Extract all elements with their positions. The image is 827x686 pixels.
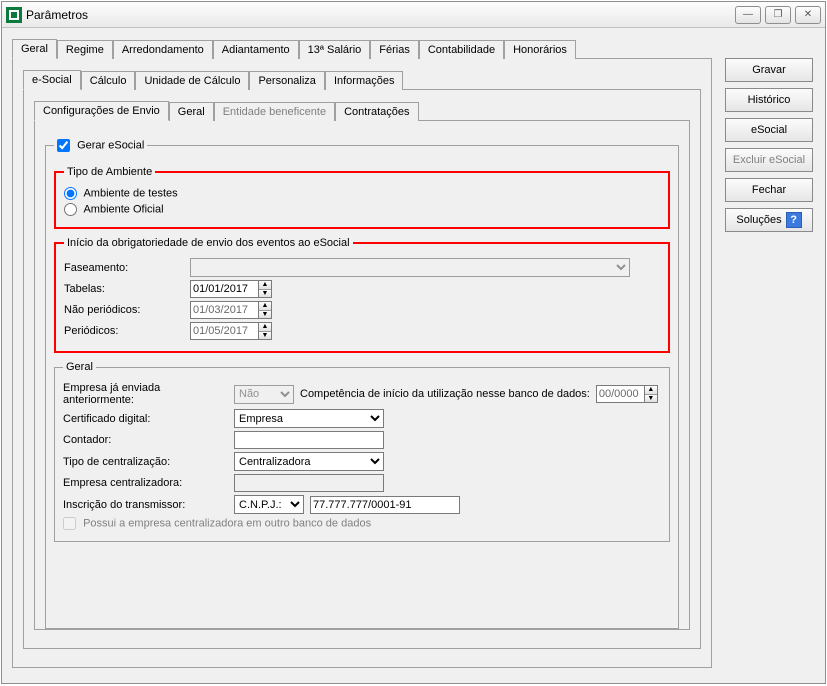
tabs-inner: Configurações de Envio Geral Entidade be… xyxy=(34,100,690,120)
label-emp-cent: Empresa centralizadora: xyxy=(63,477,228,489)
checkbox-possui-cent-label: Possui a empresa centralizadora em outro… xyxy=(63,517,371,530)
tab-honorarios[interactable]: Honorários xyxy=(504,40,576,59)
label-competencia: Competência de início da utilização ness… xyxy=(300,388,590,400)
help-icon: ? xyxy=(786,212,802,228)
label-faseamento: Faseamento: xyxy=(64,262,184,274)
input-tabelas[interactable] xyxy=(190,280,258,298)
label-contador: Contador: xyxy=(63,434,228,446)
input-emp-cent xyxy=(234,474,384,492)
input-nao-periodicos[interactable] xyxy=(190,301,258,319)
spin-up-icon[interactable]: ▲ xyxy=(259,323,271,332)
label-nao-periodicos: Não periódicos: xyxy=(64,304,184,316)
legend-gerar-esocial-text: Gerar eSocial xyxy=(77,139,144,151)
fieldset-ambiente: Tipo de Ambiente Ambiente de testes xyxy=(54,166,670,229)
input-contador[interactable] xyxy=(234,431,384,449)
historico-button[interactable]: Histórico xyxy=(725,88,813,112)
legend-gerar-esocial: Gerar eSocial xyxy=(54,139,147,152)
window-title: Parâmetros xyxy=(26,8,735,22)
input-periodicos[interactable] xyxy=(190,322,258,340)
tab-arredondamento[interactable]: Arredondamento xyxy=(113,40,213,59)
tabs-main: Geral Regime Arredondamento Adiantamento… xyxy=(12,38,712,58)
spin-nao-periodicos[interactable]: ▲▼ xyxy=(190,301,272,319)
tab-adiantamento[interactable]: Adiantamento xyxy=(213,40,299,59)
solucoes-label: Soluções xyxy=(736,214,781,226)
spin-up-icon[interactable]: ▲ xyxy=(259,302,271,311)
tab-entidade-benef: Entidade beneficente xyxy=(214,102,335,121)
minimize-button[interactable]: — xyxy=(735,6,761,24)
fieldset-obrigatoriedade: Início da obrigatoriedade de envio dos e… xyxy=(54,237,670,353)
spin-periodicos[interactable]: ▲▼ xyxy=(190,322,272,340)
checkbox-possui-cent xyxy=(63,517,76,530)
tab-regime[interactable]: Regime xyxy=(57,40,113,59)
fieldset-geral-inner: Geral Empresa já enviada anteriormente: … xyxy=(54,361,670,542)
tab-informacoes[interactable]: Informações xyxy=(325,71,404,90)
spin-down-icon[interactable]: ▼ xyxy=(259,332,271,340)
gravar-button[interactable]: Gravar xyxy=(725,58,813,82)
tabpanel-main: e-Social Cálculo Unidade de Cálculo Pers… xyxy=(12,58,712,668)
tab-calculo[interactable]: Cálculo xyxy=(81,71,136,90)
tabpanel-inner: Gerar eSocial Tipo de Ambiente Ambiente … xyxy=(34,120,690,630)
select-empresa-enviada: Não xyxy=(234,385,294,404)
tab-inner-geral[interactable]: Geral xyxy=(169,102,214,121)
spin-competencia[interactable]: ▲▼ xyxy=(596,385,658,403)
spin-tabelas[interactable]: ▲▼ xyxy=(190,280,272,298)
tab-esocial[interactable]: e-Social xyxy=(23,70,81,90)
label-tabelas: Tabelas: xyxy=(64,283,184,295)
client-area: Gravar Histórico eSocial Excluir eSocial… xyxy=(2,28,825,683)
app-window: Parâmetros — ❐ ✕ Gravar Histórico eSocia… xyxy=(1,1,826,684)
input-inscricao-valor[interactable] xyxy=(310,496,460,514)
fechar-button[interactable]: Fechar xyxy=(725,178,813,202)
tab-personaliza[interactable]: Personaliza xyxy=(249,71,324,90)
app-icon xyxy=(6,7,22,23)
titlebar: Parâmetros — ❐ ✕ xyxy=(2,2,825,28)
label-cert-digital: Certificado digital: xyxy=(63,413,228,425)
spin-up-icon[interactable]: ▲ xyxy=(259,281,271,290)
action-buttons: Gravar Histórico eSocial Excluir eSocial… xyxy=(725,58,813,232)
esocial-button[interactable]: eSocial xyxy=(725,118,813,142)
tab-ferias[interactable]: Férias xyxy=(370,40,419,59)
select-cert-digital[interactable]: Empresa xyxy=(234,409,384,428)
radio-ambiente-oficial[interactable] xyxy=(64,203,77,216)
tabs-sub: e-Social Cálculo Unidade de Cálculo Pers… xyxy=(23,69,701,89)
tab-config-envio[interactable]: Configurações de Envio xyxy=(34,101,169,121)
tabpanel-sub: Configurações de Envio Geral Entidade be… xyxy=(23,89,701,649)
tab-geral[interactable]: Geral xyxy=(12,39,57,59)
label-periodicos: Periódicos: xyxy=(64,325,184,337)
legend-ambiente: Tipo de Ambiente xyxy=(64,166,155,178)
radio-ambiente-testes-label[interactable]: Ambiente de testes xyxy=(64,187,178,200)
checkbox-gerar-esocial[interactable] xyxy=(57,139,70,152)
label-empresa-enviada: Empresa já enviada anteriormente: xyxy=(63,382,228,406)
spin-down-icon[interactable]: ▼ xyxy=(259,290,271,298)
spin-up-icon[interactable]: ▲ xyxy=(645,386,657,395)
excluir-esocial-button: Excluir eSocial xyxy=(725,148,813,172)
select-tipo-cent[interactable]: Centralizadora xyxy=(234,452,384,471)
close-button[interactable]: ✕ xyxy=(795,6,821,24)
input-competencia[interactable] xyxy=(596,385,644,403)
legend-geral-inner: Geral xyxy=(63,361,96,373)
tab-13salario[interactable]: 13ª Salário xyxy=(299,40,371,59)
tab-unidade[interactable]: Unidade de Cálculo xyxy=(135,71,249,90)
solucoes-button[interactable]: Soluções ? xyxy=(725,208,813,232)
radio-ambiente-oficial-label[interactable]: Ambiente Oficial xyxy=(64,203,164,216)
select-inscricao-tipo[interactable]: C.N.P.J.: xyxy=(234,495,304,514)
spin-down-icon[interactable]: ▼ xyxy=(259,311,271,319)
select-faseamento xyxy=(190,258,630,277)
spin-down-icon[interactable]: ▼ xyxy=(645,395,657,403)
label-tipo-cent: Tipo de centralização: xyxy=(63,456,228,468)
tab-contabilidade[interactable]: Contabilidade xyxy=(419,40,504,59)
tab-contratacoes[interactable]: Contratações xyxy=(335,102,418,121)
radio-ambiente-testes[interactable] xyxy=(64,187,77,200)
label-inscricao: Inscrição do transmissor: xyxy=(63,499,228,511)
legend-obrigatoriedade: Início da obrigatoriedade de envio dos e… xyxy=(64,237,353,249)
fieldset-gerar-esocial: Gerar eSocial Tipo de Ambiente Ambiente … xyxy=(45,139,679,629)
maximize-button[interactable]: ❐ xyxy=(765,6,791,24)
